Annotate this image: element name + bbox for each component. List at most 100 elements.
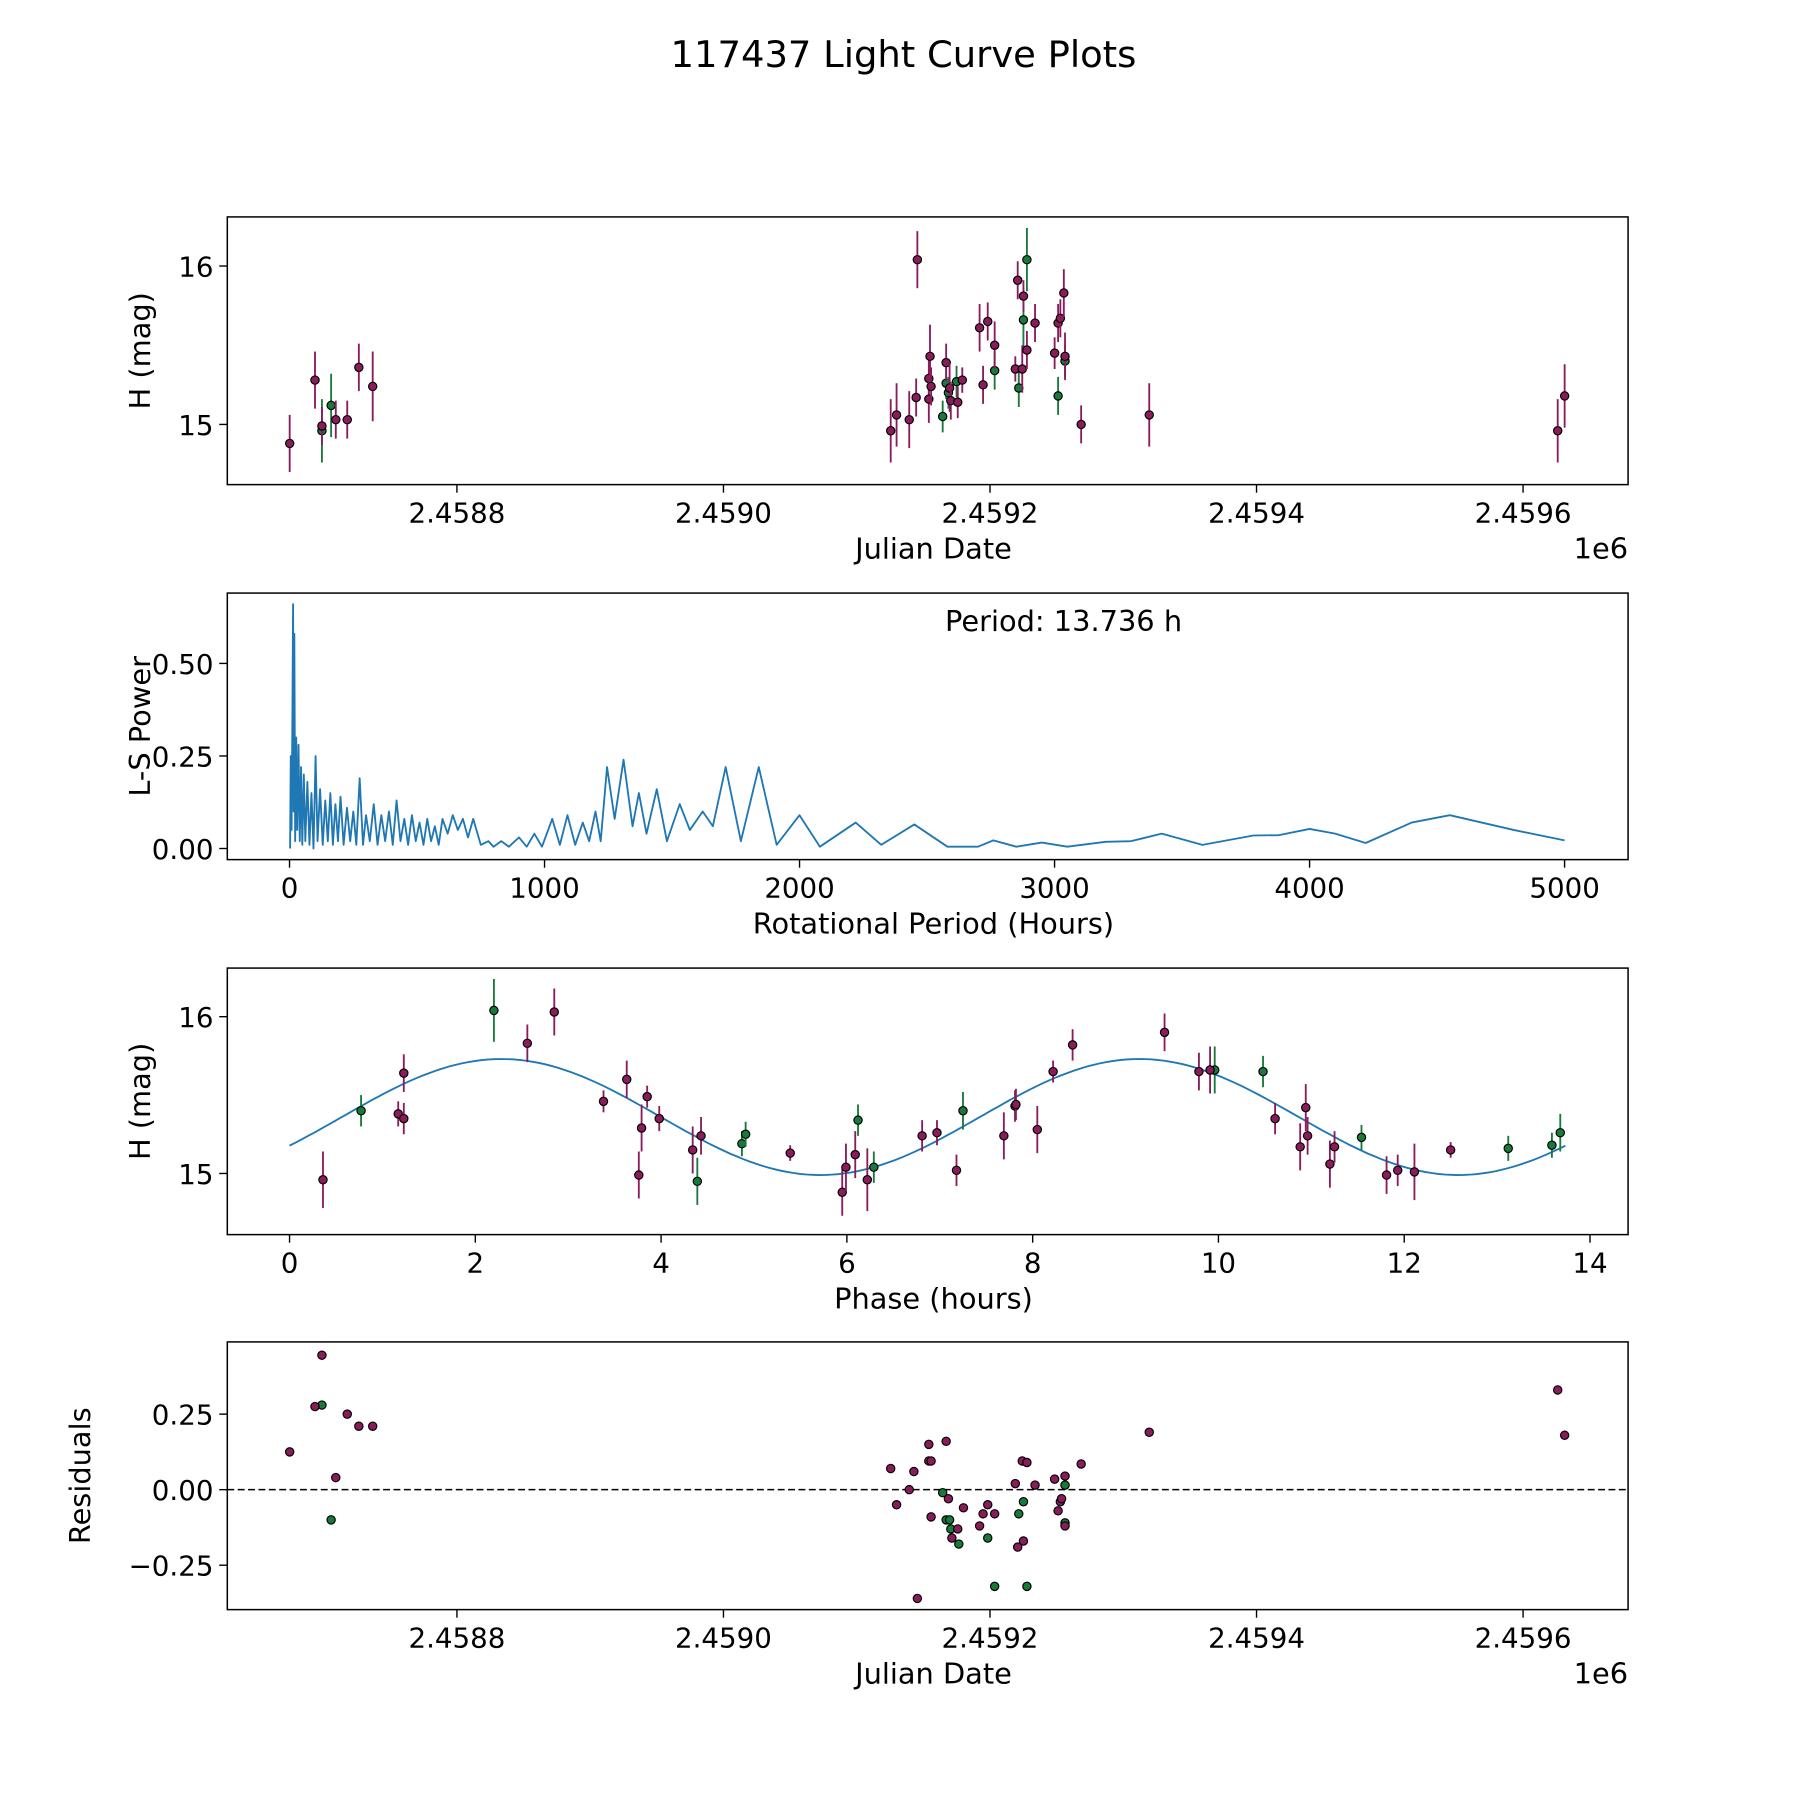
x-tick-label: 2.4592	[942, 1622, 1039, 1655]
data-point	[687, 1145, 698, 1155]
data-point	[1011, 1099, 1021, 1110]
data-point	[1022, 254, 1032, 265]
data-point	[326, 400, 336, 411]
y-tick-label: 0.25	[152, 1399, 214, 1432]
data-point	[1205, 1065, 1215, 1075]
x-tick-label: 4	[652, 1247, 670, 1280]
data-point	[326, 1515, 336, 1525]
data-point	[1048, 1066, 1058, 1077]
data-point	[1059, 288, 1069, 298]
data-point	[1559, 391, 1570, 401]
data-point	[622, 1074, 632, 1085]
sinusoid-fit-curve	[289, 1058, 1566, 1177]
data-point	[982, 1533, 993, 1543]
data-point	[1049, 1474, 1060, 1484]
phased-curve-plot: 0 2 4 6 8 10 12 14 15 16 Phase (hours) H (mag)	[123, 967, 1629, 1315]
residuals-plot: 2.4588 2.4590 2.4592 2.4594 2.4596 −0.25 0.00 0…	[63, 1341, 1629, 1690]
data-point	[989, 1581, 1000, 1592]
data-point	[1022, 345, 1032, 355]
data-point	[989, 1509, 1000, 1519]
data-point	[978, 380, 988, 390]
y-tick-label: 0.25	[152, 740, 214, 773]
x-tick-label: 2.4592	[942, 497, 1039, 530]
data-point	[636, 1123, 647, 1133]
data-point	[1018, 315, 1029, 325]
y-tick-label: 16	[178, 1001, 213, 1034]
data-point	[926, 1456, 936, 1466]
data-point	[1356, 1132, 1367, 1143]
data-point	[1017, 364, 1027, 374]
x-tick-label: 2.4596	[1475, 497, 1572, 530]
x-tick-label: 2	[467, 1247, 485, 1280]
x-tick-label: 3000	[1019, 872, 1089, 905]
x-axis-label: Phase (hours)	[834, 1281, 1033, 1315]
data-point	[696, 1131, 706, 1141]
data-point	[1067, 1040, 1078, 1050]
data-point	[740, 1129, 751, 1140]
data-point	[1076, 419, 1086, 430]
data-point	[904, 414, 914, 425]
x-tick-label: 2.4594	[1208, 1622, 1305, 1655]
x-tick-label: 2.4588	[408, 1622, 505, 1655]
data-point	[399, 1113, 409, 1124]
y-tick-label: 15	[178, 409, 213, 442]
data-point	[1076, 1459, 1086, 1469]
data-point	[953, 397, 963, 407]
y-axis-label: H (mag)	[123, 1043, 157, 1160]
data-point	[912, 1593, 923, 1604]
data-point	[982, 316, 993, 327]
data-point	[943, 1494, 954, 1504]
data-point	[941, 357, 951, 368]
data-point	[1503, 1143, 1513, 1154]
y-tick-label: 0.00	[152, 1474, 214, 1507]
periodogram-line	[289, 603, 1565, 850]
data-point	[310, 375, 320, 385]
data-point	[1030, 318, 1040, 328]
data-point	[1060, 1521, 1070, 1531]
data-point	[1010, 1478, 1021, 1489]
data-point	[1159, 1027, 1170, 1038]
x-tick-label: 12	[1387, 1247, 1422, 1280]
data-point	[331, 414, 341, 425]
data-point	[1381, 1170, 1392, 1180]
data-point	[522, 1038, 533, 1049]
data-point	[1056, 1494, 1067, 1504]
data-point	[925, 351, 935, 362]
data-point	[924, 1439, 934, 1450]
axes-frame	[226, 592, 1629, 861]
data-point	[954, 1539, 964, 1549]
data-point	[974, 323, 985, 333]
data-point	[634, 1170, 644, 1180]
data-point	[654, 1113, 664, 1124]
plot-area	[289, 979, 1566, 1216]
data-point	[318, 1175, 328, 1185]
data-point	[885, 1463, 896, 1474]
light-curve-plot: 2.4588 2.4590 2.4592 2.4594 2.4596 15 16 Julian…	[123, 216, 1629, 565]
data-point	[926, 1512, 936, 1522]
data-point	[1030, 1480, 1040, 1490]
y-tick-label: 0.50	[152, 648, 214, 681]
figure-title: 117437 Light Curve Plots	[671, 33, 1137, 76]
data-point	[317, 1350, 327, 1360]
data-point	[1055, 313, 1066, 324]
data-point	[1552, 426, 1563, 436]
data-point	[1194, 1066, 1204, 1077]
data-point	[904, 1484, 914, 1495]
data-point	[692, 1176, 703, 1187]
y-tick-label: −0.25	[129, 1550, 214, 1583]
data-point	[1392, 1165, 1403, 1176]
x-tick-label: 8	[1024, 1247, 1042, 1280]
data-point	[850, 1149, 860, 1160]
data-point	[958, 1503, 969, 1513]
y-tick-label: 16	[178, 250, 213, 283]
data-point	[1060, 1480, 1070, 1490]
data-point	[869, 1162, 879, 1172]
plot-area	[284, 228, 1570, 472]
data-point	[951, 1165, 962, 1176]
data-point	[978, 1509, 988, 1519]
data-point	[785, 1148, 795, 1158]
data-point	[944, 1515, 955, 1525]
data-point	[342, 1409, 352, 1419]
data-point	[1018, 1497, 1029, 1507]
data-point	[937, 1487, 948, 1498]
